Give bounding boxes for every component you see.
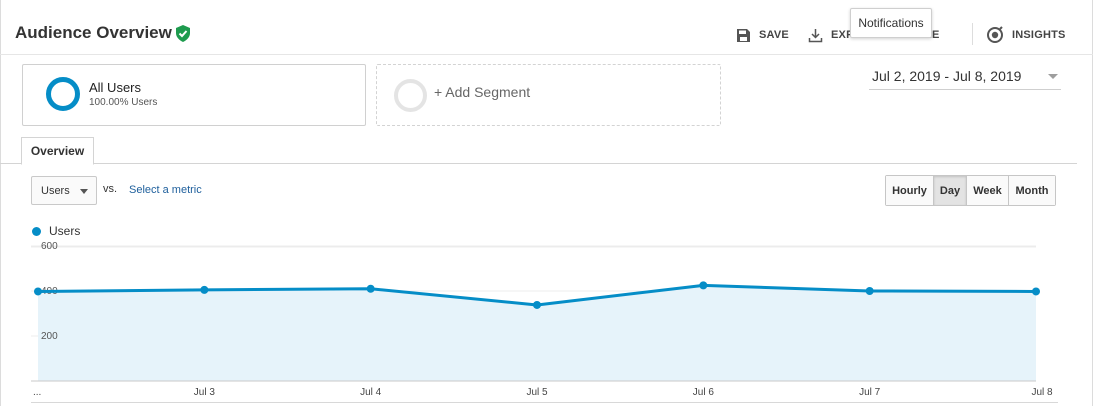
series-area [38,285,1036,381]
date-range-text: Jul 2, 2019 - Jul 8, 2019 [872,68,1022,84]
tab-bar-line [0,163,1077,164]
data-point [533,300,541,309]
x-tick-label: Jul 6 [693,387,715,398]
legend-label: Users [49,224,81,238]
insights-label: INSIGHTS [1012,29,1066,41]
insights-icon [987,26,1003,43]
data-point [200,285,209,294]
data-point [865,287,874,295]
vs-label: vs. [103,183,118,195]
x-tick-label: Jul 5 [526,387,548,398]
download-icon [808,28,823,42]
floppy-disk-icon [737,28,750,42]
caret-down-icon [80,189,88,194]
week-button[interactable]: Week [966,176,1008,205]
page-title: Audience Overview [15,23,172,42]
notifications-tooltip: Notifications [850,8,932,38]
data-point [1032,287,1040,296]
save-label: SAVE [759,29,789,41]
y-tick-label: 600 [41,241,58,252]
insights-button[interactable]: INSIGHTS [986,26,1066,44]
data-point [34,287,42,296]
metric-select-value: Users [41,185,70,197]
x-tick-label: Jul 7 [859,387,881,398]
hourly-button[interactable]: Hourly [886,176,933,205]
segment-ring-icon [46,77,80,111]
tab-overview[interactable]: Overview [21,137,94,165]
chevron-down-icon [1048,74,1058,79]
x-tick-label: Jul 4 [360,387,382,398]
month-button[interactable]: Month [1008,176,1055,205]
save-button[interactable]: SAVE [736,26,789,44]
empty-segment-ring-icon [394,79,427,112]
data-point [699,281,708,290]
day-button[interactable]: Day [933,176,966,205]
verified-shield-icon [176,25,190,42]
segment-percent: 100.00% Users [89,97,158,108]
page-header: Audience Overview SAVE EXPORT SHARE INSI… [0,0,1093,55]
metric-select[interactable]: Users [31,176,97,205]
x-tick-label: Jul 8 [1031,387,1053,398]
x-tick-label: Jul 3 [194,387,216,398]
y-tick-label: 200 [41,331,58,342]
data-point [366,284,375,293]
header-divider [972,23,973,45]
granularity-toggle: Hourly Day Week Month [885,175,1056,206]
add-segment-button[interactable]: + Add Segment [376,64,721,126]
segment-name: All Users [89,80,142,95]
x-tick-label: ... [33,387,41,398]
date-range-picker[interactable]: Jul 2, 2019 - Jul 8, 2019 [869,66,1061,90]
all-users-segment[interactable]: All Users 100.00% Users [22,64,366,126]
select-metric-link[interactable]: Select a metric [129,184,202,196]
add-segment-label: + Add Segment [434,84,531,100]
chart-bottom-border [31,402,1058,403]
legend-marker [32,227,41,236]
